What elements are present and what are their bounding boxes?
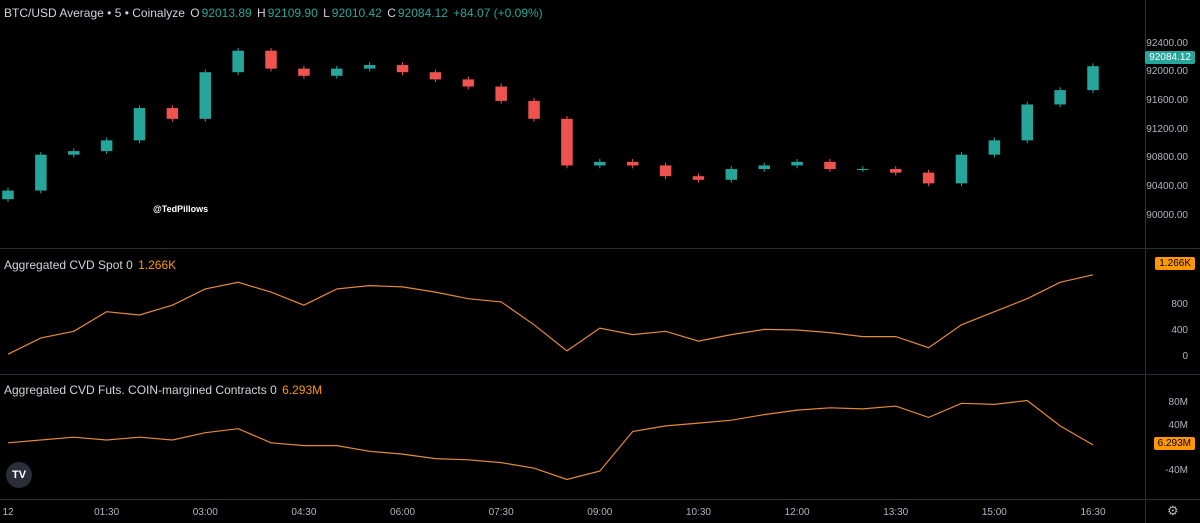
low-label: L [323, 6, 330, 20]
candle-body [594, 161, 606, 166]
x-tick-label: 15:00 [981, 507, 1007, 518]
symbol-title[interactable]: BTC/USD Average • 5 • Coinalyze [4, 6, 185, 20]
candle-body [561, 118, 573, 166]
y-tick-label: 91600.00 [1146, 94, 1188, 106]
spot-cvd-last-tag: 1.266K [1155, 257, 1195, 270]
candle-body [298, 68, 310, 76]
candle-body [922, 172, 935, 184]
x-tick-label: 09:00 [587, 507, 613, 518]
last-price-tag: 92084.12 [1145, 51, 1195, 64]
author-watermark: @TedPillows [153, 204, 209, 214]
y-tick-label: 91200.00 [1146, 123, 1188, 135]
candle-body [429, 72, 442, 80]
futs-cvd-line [7, 399, 1094, 481]
y-tick-label: 80M [1168, 397, 1188, 409]
x-tick-label: 04:30 [291, 507, 317, 518]
futs-cvd-value: 6.293M [282, 383, 323, 397]
change-value: +84.07 (+0.09%) [453, 6, 543, 20]
x-tick-label: 07:30 [488, 507, 514, 518]
candle-body [659, 165, 672, 177]
futs-cvd-last-tag: 6.293M [1153, 437, 1195, 450]
y-tick-label: 92000.00 [1146, 66, 1188, 78]
candle-body [528, 100, 540, 119]
candle-body [1087, 66, 1099, 91]
candle-body [1054, 90, 1066, 105]
y-tick-label: 90400.00 [1146, 180, 1188, 192]
x-tick-label: 16:30 [1080, 507, 1106, 518]
candle-body [68, 151, 80, 155]
futs-cvd-title: Aggregated CVD Futs. COIN-margined Contr… [4, 383, 277, 397]
spot-cvd-line [7, 274, 1094, 355]
y-tick-label: 40M [1168, 419, 1188, 431]
candle-body [626, 161, 639, 166]
candle-body [199, 72, 212, 119]
y-tick-label: 400 [1171, 325, 1188, 337]
candle-body [725, 169, 738, 180]
candle-body [133, 108, 146, 141]
spot-cvd-value: 1.266K [138, 258, 177, 272]
spot-cvd-title: Aggregated CVD Spot 0 [4, 258, 133, 272]
close-label: C [387, 6, 396, 20]
settings-gear-icon[interactable]: ⚙ [1167, 503, 1179, 518]
candle-body [331, 68, 343, 76]
candle-body [396, 65, 409, 73]
open-label: O [190, 6, 200, 20]
x-tick-label: 03:00 [192, 507, 218, 518]
high-label: H [257, 6, 266, 20]
open-value: 92013.89 [201, 6, 252, 20]
candle-body [232, 50, 244, 73]
candle-body [166, 108, 179, 119]
pane-divider-1[interactable] [0, 248, 1200, 249]
candle-body [462, 79, 475, 87]
candle-body [2, 190, 14, 200]
candle-body [988, 140, 1001, 155]
candle-body [955, 154, 968, 184]
candle-body [857, 169, 869, 171]
time-axis-divider [0, 499, 1200, 500]
y-tick-label: 90000.00 [1146, 209, 1188, 221]
candle-body [758, 165, 770, 170]
spot-cvd-legend[interactable]: Aggregated CVD Spot 0 1.266K [4, 258, 178, 272]
x-tick-label: 06:00 [390, 507, 416, 518]
x-tick-label: 12 [2, 507, 14, 518]
candle-body [495, 86, 507, 101]
candle-body [265, 50, 277, 69]
low-value: 92010.42 [331, 6, 382, 20]
candle-body [363, 65, 376, 69]
y-tick-label: 90800.00 [1146, 152, 1188, 164]
candle-body [889, 169, 902, 173]
candle-body [1021, 104, 1033, 141]
candle-body [824, 161, 836, 170]
y-tick-label: 800 [1171, 299, 1188, 311]
candle-body [35, 154, 47, 191]
futs-cvd-legend[interactable]: Aggregated CVD Futs. COIN-margined Contr… [4, 383, 324, 397]
close-value: 92084.12 [397, 6, 448, 20]
x-tick-label: 13:30 [883, 507, 909, 518]
x-tick-label: 12:00 [784, 507, 810, 518]
price-axis-divider [1145, 0, 1146, 523]
x-tick-label: 10:30 [685, 507, 711, 518]
y-tick-label: 92400.00 [1146, 37, 1188, 49]
high-value: 92109.90 [267, 6, 318, 20]
price-legend[interactable]: BTC/USD Average • 5 • Coinalyze O 92013.8… [4, 6, 545, 20]
x-tick-label: 01:30 [94, 507, 120, 518]
tradingview-logo-icon[interactable]: TV [6, 462, 32, 488]
candle-body [692, 176, 705, 180]
candle-body [100, 140, 113, 152]
y-tick-label: -40M [1165, 465, 1188, 477]
y-tick-label: 0 [1182, 351, 1188, 363]
pane-divider-2[interactable] [0, 374, 1200, 375]
candle-body [791, 161, 803, 166]
